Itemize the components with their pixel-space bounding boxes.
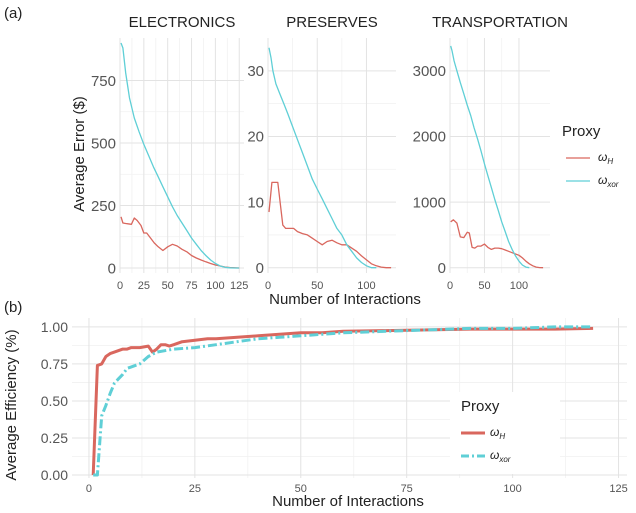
y-tick-label: 0.75 — [41, 356, 68, 372]
legend-b-title: Proxy — [461, 398, 500, 415]
x-tick-label: 50 — [162, 280, 174, 292]
x-tick-label: 100 — [503, 483, 521, 495]
legend-b-label-omega-xor: ωxor — [490, 448, 511, 464]
x-tick-label: 0 — [86, 483, 92, 495]
x-tick-label: 100 — [206, 280, 224, 292]
panel-a-x-axis-label: Number of Interactions — [269, 291, 421, 308]
series-line-omega_xor — [450, 45, 530, 269]
y-tick-label: 250 — [91, 198, 116, 215]
x-tick-label: 125 — [609, 483, 627, 495]
panel-b-y-axis-label: Average Efficiency (%) — [3, 329, 20, 480]
series-line-omega_xor — [93, 325, 594, 477]
y-tick-label: 0 — [438, 260, 446, 277]
series-line-omega_h — [450, 219, 544, 269]
series-line-omega_xor — [268, 47, 377, 269]
legend-b: Proxy ωH ωxor — [450, 392, 560, 474]
y-tick-label: 3000 — [413, 63, 446, 80]
y-tick-label: 0.25 — [41, 430, 68, 446]
y-tick-label: 1000 — [413, 194, 446, 211]
series-line-omega_xor — [120, 42, 240, 269]
x-tick-label: 75 — [185, 280, 197, 292]
panel-label-a: (a) — [4, 5, 22, 22]
legend-a-title: Proxy — [562, 123, 601, 140]
y-tick-label: 10 — [247, 194, 264, 211]
x-tick-label: 100 — [357, 280, 375, 292]
x-tick-label: 50 — [478, 280, 490, 292]
legend-b-label-omega-h: ωH — [490, 425, 505, 441]
panel-b-x-axis-label: Number of Interactions — [272, 493, 424, 510]
facet-title: TRANSPORTATION — [432, 14, 568, 31]
x-tick-label: 75 — [401, 483, 413, 495]
series-line-omega_h — [120, 216, 240, 269]
legend-a-label-omega-xor: ωxor — [598, 173, 619, 189]
x-tick-label: 0 — [447, 280, 453, 292]
legend-a-label-omega-h: ωH — [598, 150, 613, 166]
y-tick-label: 0.50 — [41, 393, 68, 409]
series-line-omega_h — [268, 181, 392, 269]
y-tick-label: 500 — [91, 135, 116, 152]
y-tick-label: 0 — [108, 260, 116, 277]
chart-1: 0 50 100 0 10 20 30 PRESERVES — [247, 14, 396, 292]
y-tick-label: 750 — [91, 73, 116, 90]
y-tick-label: 30 — [247, 63, 264, 80]
panel-a-y-axis-label: Average Error ($) — [71, 96, 88, 212]
y-tick-label: 2000 — [413, 129, 446, 146]
facet-title: ELECTRONICS — [129, 14, 236, 31]
y-tick-label: 20 — [247, 129, 264, 146]
chart-0: 0 25 50 75 100 125 0 250 500 750 ELECTRONICS — [91, 14, 248, 292]
y-tick-label: 1.00 — [41, 319, 68, 335]
x-tick-label: 25 — [189, 483, 201, 495]
x-tick-label: 0 — [117, 280, 123, 292]
x-tick-label: 100 — [510, 280, 528, 292]
y-tick-label: 0 — [256, 260, 264, 277]
x-tick-label: 50 — [311, 280, 323, 292]
x-tick-label: 50 — [295, 483, 307, 495]
legend-a: Proxy ωH ωxor — [562, 123, 619, 189]
x-tick-label: 0 — [265, 280, 271, 292]
y-tick-label: 0.00 — [41, 467, 68, 483]
x-tick-label: 125 — [230, 280, 248, 292]
facet-title: PRESERVES — [286, 14, 377, 31]
panel-label-b: (b) — [4, 299, 22, 316]
x-tick-label: 25 — [138, 280, 150, 292]
